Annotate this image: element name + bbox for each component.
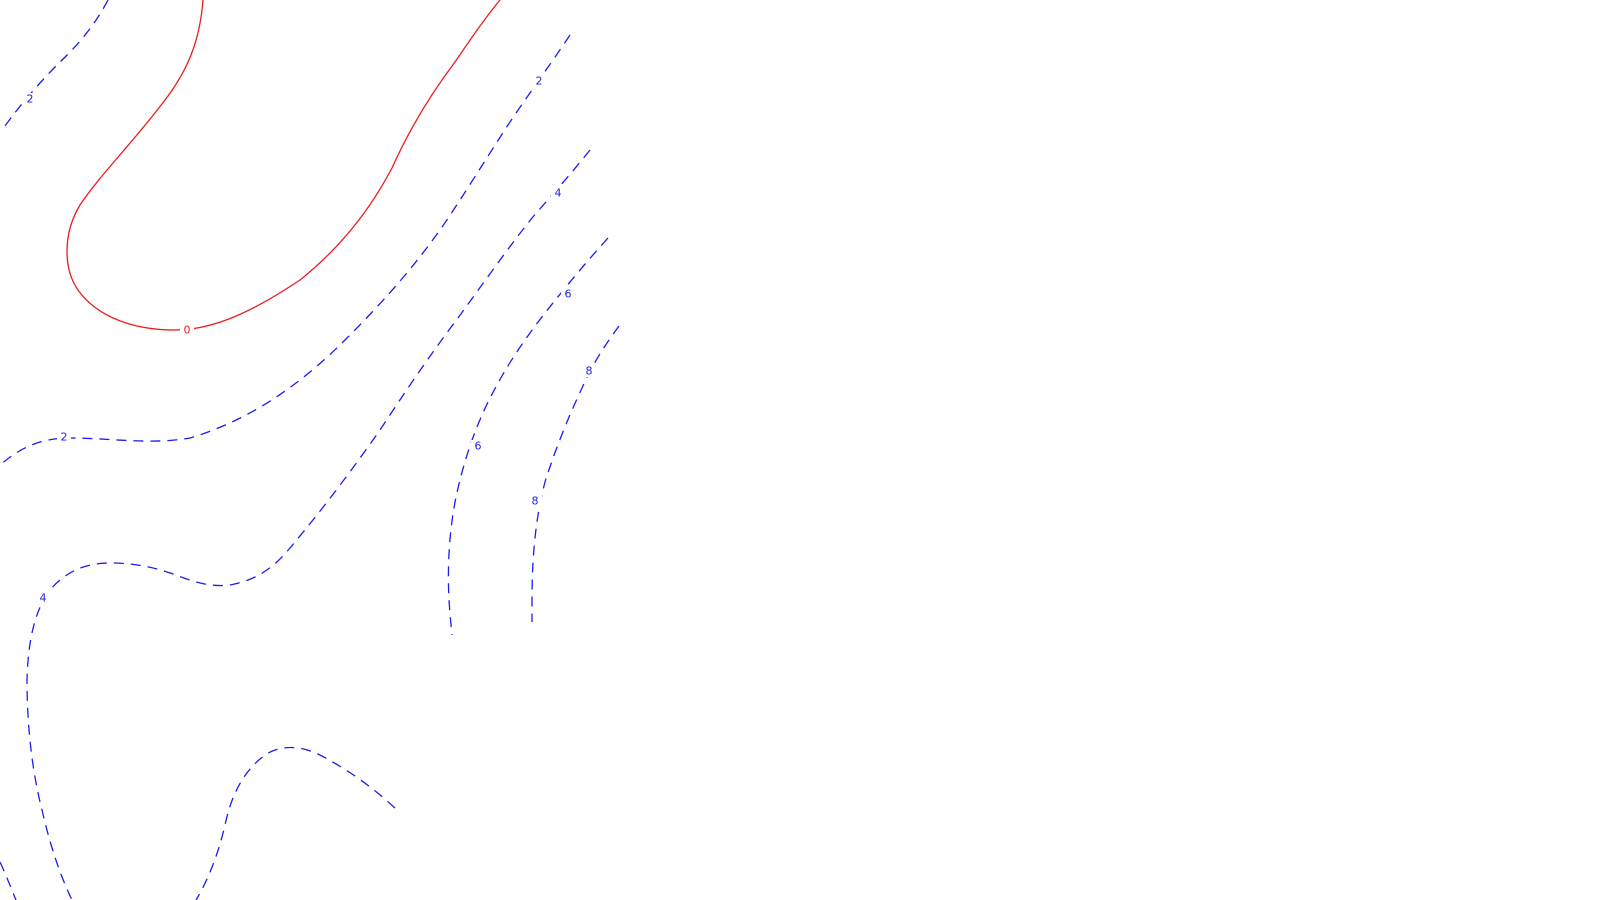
svg-text:2: 2 — [61, 431, 68, 444]
svg-text:2: 2 — [27, 93, 34, 106]
contour-line-4-bottom — [195, 746, 396, 900]
svg-text:8: 8 — [586, 365, 593, 378]
contour-line-2-middle — [0, 34, 571, 466]
contour-label-2-upper: 2 — [532, 75, 546, 88]
contour-line-4-main — [26, 149, 591, 900]
svg-text:2: 2 — [536, 75, 543, 88]
contour-label-8-upper: 8 — [582, 365, 596, 378]
contour-label-2-left: 2 — [57, 431, 71, 444]
contour-label-6-upper: 6 — [561, 288, 575, 301]
contour-label-0: 0 — [180, 324, 194, 337]
svg-text:4: 4 — [555, 187, 562, 200]
contour-label-2-top-left: 2 — [23, 93, 37, 106]
svg-text:6: 6 — [565, 288, 572, 301]
contour-line-4-corner — [0, 861, 17, 900]
contour-label-6-lower: 6 — [471, 440, 485, 453]
contour-label-4-left: 4 — [36, 592, 50, 605]
contour-line-2-top-left — [4, 0, 109, 127]
svg-text:0: 0 — [184, 324, 191, 337]
svg-text:8: 8 — [532, 495, 539, 508]
contour-line-0 — [66, 0, 501, 331]
contour-label-8-lower: 8 — [528, 495, 542, 508]
svg-text:6: 6 — [475, 440, 482, 453]
contour-label-4-upper: 4 — [551, 187, 565, 200]
svg-text:4: 4 — [40, 592, 47, 605]
